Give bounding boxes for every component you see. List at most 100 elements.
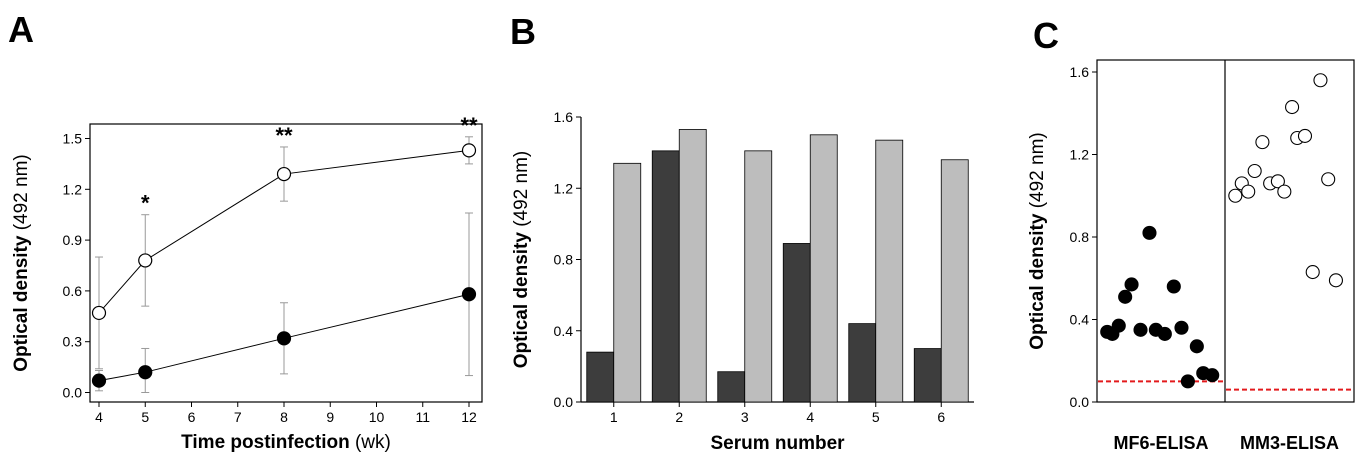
filled-circle-point [1111, 318, 1126, 333]
panel-a-frame [89, 123, 483, 403]
filled-circle-point [1189, 339, 1204, 354]
open-circle-point [1241, 184, 1256, 199]
filled-circle-point [138, 365, 153, 380]
panel-a-chart: 0.00.30.60.91.21.54 5 6 7 8 9 10 11 12*** ** [63, 113, 483, 425]
x-tick-label: 7 [234, 409, 242, 425]
significance-annotation: ** [275, 123, 293, 148]
panel-a-y-axis-label-unit: (492 nm) [11, 154, 32, 235]
x-tick-label: 5 [141, 409, 149, 425]
open-circle-point [1328, 273, 1343, 288]
open-circle-point [1277, 184, 1292, 199]
dark-bar [651, 150, 680, 403]
y-tick-label: 0.0 [1070, 394, 1090, 410]
filled-circle-point [1180, 374, 1195, 389]
y-tick-label: 0.9 [63, 232, 83, 248]
panel-letter-c: C [1033, 15, 1059, 56]
x-tick-label: 4 [95, 409, 103, 425]
panel-a-x-axis-label-text: Time postinfection [181, 432, 350, 453]
panel-c-y-axis-label-unit: (492 nm) [1027, 132, 1048, 213]
y-tick-label: 1.5 [63, 131, 83, 147]
dark-bar [848, 323, 877, 403]
panel-c-chart: 0.0 0.4 0.8 1.2 1.6 MF6-ELISA MM3-ELISA [1070, 59, 1355, 453]
y-tick-label: 1.2 [63, 181, 83, 197]
dark-bar [586, 351, 615, 403]
open-circle-point [1285, 100, 1300, 115]
light-bar [613, 162, 642, 403]
open-circle-point [1321, 172, 1336, 187]
y-tick-label: 1.6 [1070, 64, 1090, 80]
filled-circle-point [1166, 279, 1181, 294]
x-tick-label: 1 [610, 409, 618, 425]
open-circle-point [1247, 163, 1262, 179]
open-circle-point [1297, 128, 1313, 143]
filled-circle-point [1133, 322, 1148, 337]
panel-a-x-axis-label-unit: (wk) [350, 432, 391, 453]
significance-annotation: ** [460, 113, 478, 138]
filled-circle-point [1205, 368, 1220, 383]
panel-a-y-axis-label-text: Optical density [11, 235, 32, 372]
panel-b-y-axis-label: Optical density (492 nm) [511, 151, 532, 369]
filled-circle-point [91, 373, 107, 388]
panel-b-x-axis-label: Serum number [710, 433, 845, 454]
dark-bar [913, 348, 942, 403]
x-tick-label: 12 [461, 409, 477, 425]
light-bar [744, 150, 773, 403]
x-tick-label: 4 [806, 409, 814, 425]
filled-circle-point [1118, 289, 1133, 304]
x-tick-label: 10 [369, 409, 385, 425]
y-tick-label: 1.2 [1070, 147, 1090, 163]
dark-bar [717, 371, 746, 403]
category-label: MM3-ELISA [1240, 433, 1339, 453]
filled-circle-point [1124, 277, 1139, 292]
panel-letter-b: B [510, 11, 536, 52]
significance-annotation: * [141, 191, 150, 216]
x-tick-label: 9 [326, 409, 334, 425]
filled-circle-point [1174, 320, 1189, 335]
open-circle-point [1228, 188, 1243, 203]
open-circle-point [1270, 174, 1285, 189]
filled-circle-point [276, 331, 292, 346]
y-tick-label: 0.0 [554, 394, 574, 410]
filled-circle-point [461, 287, 477, 302]
y-tick-label: 0.4 [554, 323, 574, 339]
open-circle-point [138, 253, 153, 268]
light-bar [940, 159, 969, 403]
panel-letter-a: A [8, 9, 34, 50]
panel-c-y-axis-label: Optical density (492 nm) [1027, 132, 1048, 350]
x-tick-label: 3 [741, 409, 749, 425]
panel-a-y-axis-label: Optical density (492 nm) [11, 154, 32, 372]
y-tick-label: 0.3 [63, 334, 83, 350]
filled-circle-point [1142, 225, 1157, 240]
x-tick-label: 2 [675, 409, 683, 425]
light-bar [875, 139, 904, 403]
panel-b-y-axis-label-unit: (492 nm) [511, 151, 532, 232]
open-circle-point [276, 166, 292, 182]
dark-bar [782, 243, 811, 403]
open-circle-point [1313, 73, 1328, 88]
y-tick-label: 1.6 [554, 109, 574, 125]
series-line [98, 149, 470, 314]
open-circle-point [91, 305, 107, 321]
panel-a-x-axis-label: Time postinfection (wk) [181, 432, 391, 453]
open-circle-point [1305, 265, 1320, 280]
y-tick-label: 1.2 [554, 180, 574, 196]
open-circle-point [1255, 135, 1270, 150]
panel-c-y-axis-label-text: Optical density [1027, 213, 1048, 350]
panel-b-x-axis-label-text: Serum number [710, 433, 845, 454]
category-label: MF6-ELISA [1113, 433, 1208, 453]
y-tick-label: 0.8 [1070, 229, 1090, 245]
y-tick-label: 0.0 [63, 385, 83, 401]
y-tick-label: 0.6 [63, 283, 83, 299]
panel-b-chart: 0.0 0.4 0.8 1.2 1.6 1 2 3 4 5 6 [554, 109, 974, 425]
x-tick-label: 11 [415, 409, 430, 425]
x-tick-label: 8 [280, 409, 288, 425]
x-tick-label: 6 [937, 409, 945, 425]
panel-b-y-axis-label-text: Optical density [511, 232, 532, 369]
light-bar [678, 129, 707, 403]
y-tick-label: 0.4 [1070, 312, 1090, 328]
y-tick-label: 0.8 [554, 252, 574, 268]
series-line [98, 293, 470, 382]
light-bar [809, 134, 838, 403]
open-circle-point [461, 143, 477, 158]
